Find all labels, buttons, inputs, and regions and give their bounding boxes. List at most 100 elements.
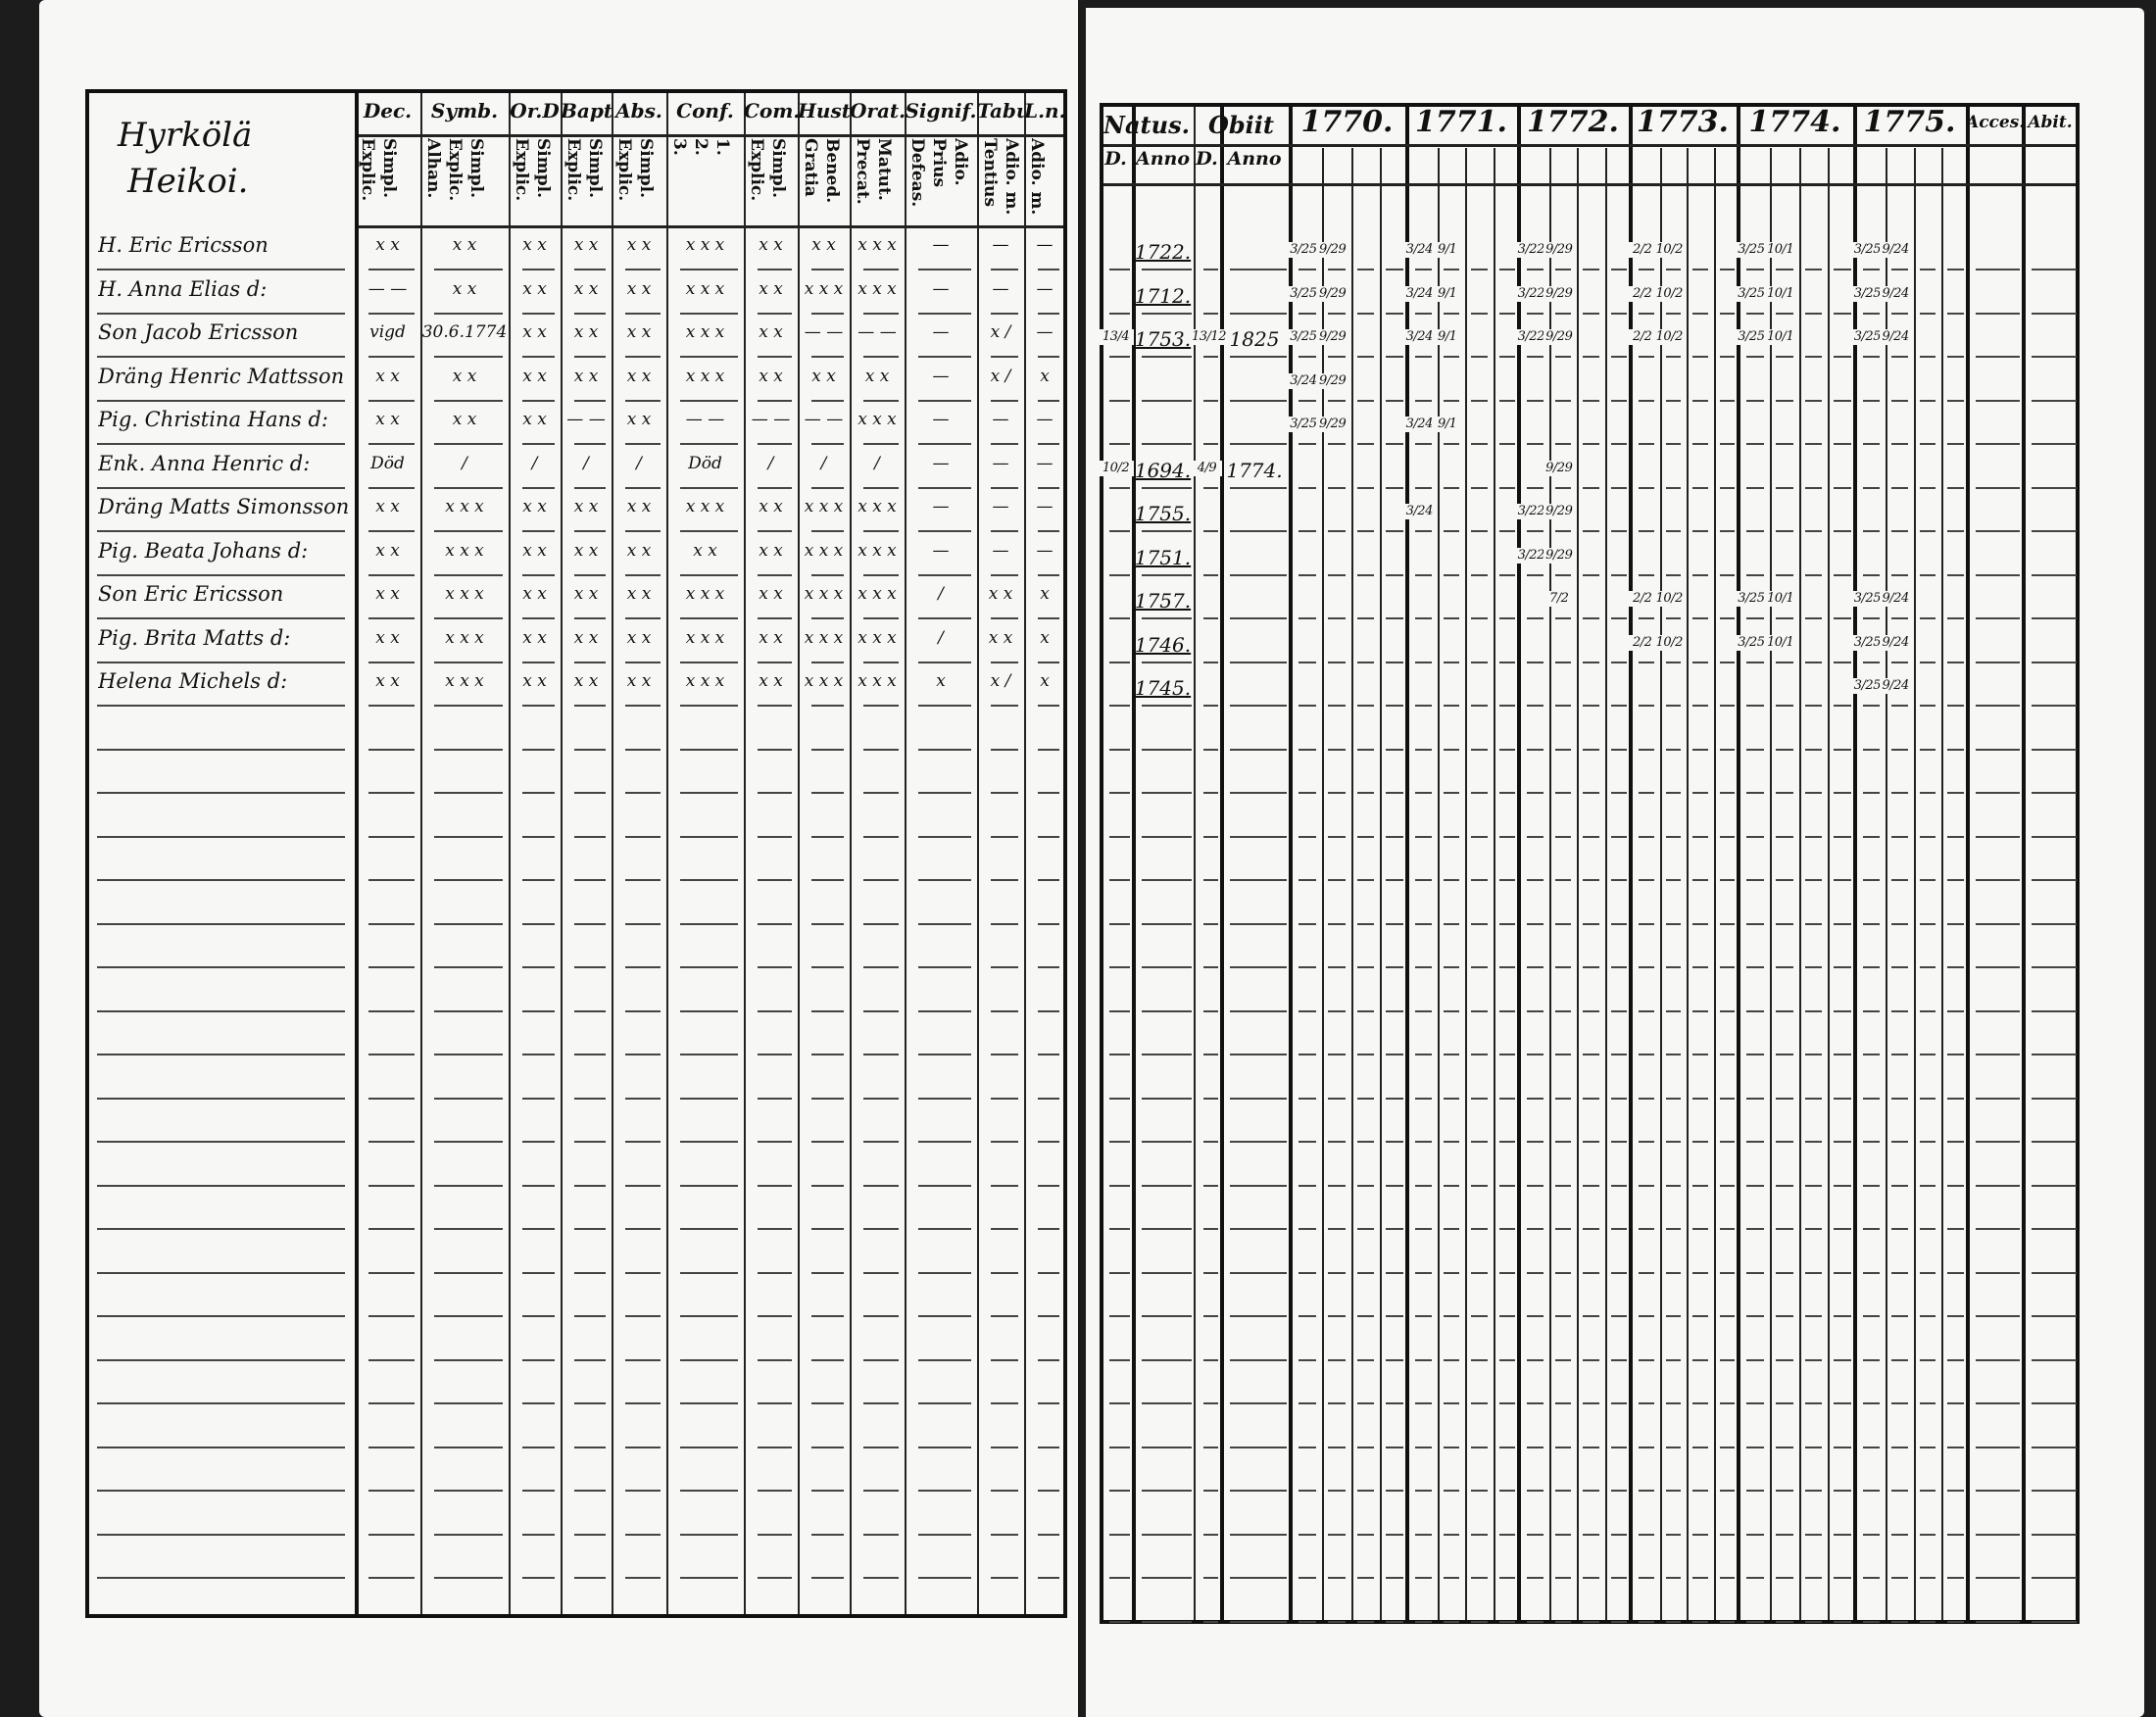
entry-dash <box>1890 1271 1908 1274</box>
entry-dash <box>1038 1358 1059 1361</box>
header-divider <box>359 225 1063 228</box>
entry-dash <box>434 922 503 925</box>
entry-dash <box>1498 486 1515 489</box>
entry-dash <box>1583 966 1599 968</box>
entry-dash <box>1443 617 1459 619</box>
catechism-mark: — — <box>858 322 897 342</box>
entry-dash <box>574 1184 606 1187</box>
entry-dash <box>1038 1402 1059 1404</box>
entry-dash <box>1976 356 2020 358</box>
column-subheader: 1. <box>712 138 731 156</box>
entry-dash <box>1298 879 1316 881</box>
entry-dash <box>1665 1141 1681 1143</box>
d-header: D. <box>1104 148 1127 170</box>
entry-dash <box>1976 269 2020 270</box>
entry-dash <box>1890 661 1908 663</box>
catechism-mark: — — <box>804 322 844 342</box>
entry-dash <box>1356 1533 1375 1536</box>
entry-dash <box>1415 792 1432 794</box>
communion-date: 9/29 <box>1543 460 1575 476</box>
entry-dash <box>1109 1228 1130 1230</box>
entry-dash <box>758 966 792 968</box>
entry-dash <box>680 661 738 663</box>
entry-dash <box>368 486 415 489</box>
entry-dash <box>1692 1315 1708 1317</box>
entry-dash <box>1471 1184 1488 1187</box>
entry-dash <box>680 879 738 881</box>
entry-dash <box>1498 748 1515 751</box>
entry-dash <box>1554 617 1571 619</box>
entry-dash <box>811 748 844 751</box>
entry-dash <box>991 748 1018 751</box>
entry-dash <box>1976 1533 2020 1536</box>
entry-dash <box>1298 922 1316 925</box>
entry-dash <box>1890 1097 1908 1100</box>
entry-dash <box>1719 617 1735 619</box>
entry-dash <box>1554 1358 1571 1361</box>
entry-dash <box>1692 1009 1708 1012</box>
entry-dash <box>1471 1577 1488 1579</box>
entry-dash <box>1804 1358 1823 1361</box>
entry-dash <box>1775 269 1793 270</box>
entry-dash <box>1471 1271 1488 1274</box>
entry-dash <box>1109 792 1130 794</box>
entry-dash <box>1356 1577 1375 1579</box>
entry-dash <box>863 1315 899 1317</box>
entry-dash <box>1947 1097 1964 1100</box>
entry-dash <box>574 705 606 707</box>
catechism-mark: x <box>936 671 946 691</box>
entry-dash <box>1610 1577 1627 1579</box>
entry-dash <box>811 661 844 663</box>
entry-dash <box>1203 1228 1218 1230</box>
birth-year: 1755. <box>1134 502 1192 525</box>
entry-dash <box>680 792 738 794</box>
entry-dash <box>574 1490 606 1492</box>
entry-dash <box>368 1228 415 1230</box>
catechism-mark: x x <box>811 366 836 386</box>
subcolumn-divider <box>1687 148 1689 1620</box>
entry-dash <box>1863 1315 1880 1317</box>
entry-dash <box>1692 835 1708 838</box>
entry-dash <box>1947 1402 1964 1404</box>
entry-dash <box>1804 356 1823 358</box>
entry-dash <box>991 1054 1018 1055</box>
entry-dash <box>1919 573 1936 576</box>
year-header: 1773. <box>1637 105 1729 139</box>
entry-dash <box>1665 1184 1681 1187</box>
row-line <box>97 486 345 489</box>
entry-dash <box>1471 1446 1488 1448</box>
entry-dash <box>368 792 415 794</box>
entry-dash <box>1639 1271 1654 1274</box>
entry-dash <box>1038 1054 1059 1055</box>
entry-dash <box>863 312 899 315</box>
entry-dash <box>1863 792 1880 794</box>
catechism-mark: x x <box>626 278 652 299</box>
entry-dash <box>1947 1446 1964 1448</box>
catechism-mark: x x <box>759 671 783 691</box>
entry-dash <box>1386 356 1403 358</box>
entry-dash <box>1610 1446 1627 1448</box>
entry-dash <box>1230 705 1287 707</box>
entry-dash <box>1692 443 1708 445</box>
entry-dash <box>1692 1533 1708 1536</box>
entry-dash <box>368 966 415 968</box>
entry-dash <box>625 312 661 315</box>
entry-dash <box>1142 1315 1192 1317</box>
entry-dash <box>1327 1009 1346 1012</box>
entry-dash <box>1527 879 1544 881</box>
entry-dash <box>1665 1446 1681 1448</box>
entry-dash <box>1890 1402 1908 1404</box>
entry-dash <box>2032 1271 2077 1274</box>
entry-dash <box>625 1097 661 1100</box>
entry-dash <box>368 1446 415 1448</box>
row-line <box>97 356 345 358</box>
entry-dash <box>1610 1490 1627 1492</box>
column-header: Signif. <box>905 99 977 123</box>
entry-dash <box>1298 1446 1316 1448</box>
entry-dash <box>1356 835 1375 838</box>
entry-dash <box>1109 573 1130 576</box>
entry-dash <box>1890 312 1908 315</box>
entry-dash <box>1583 792 1599 794</box>
entry-dash <box>1327 573 1346 576</box>
entry-dash <box>1804 443 1823 445</box>
